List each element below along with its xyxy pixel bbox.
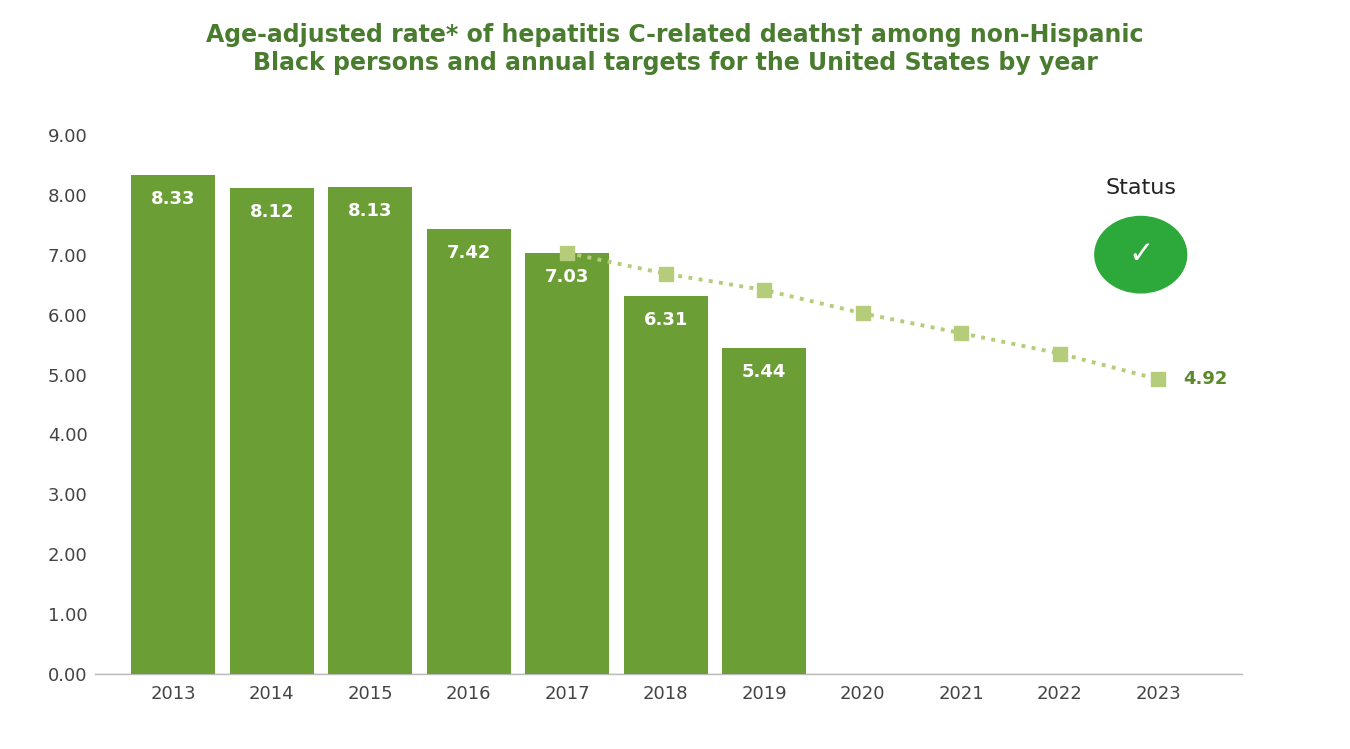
Bar xyxy=(328,187,412,674)
Text: ✓: ✓ xyxy=(1129,240,1153,269)
Text: 4.92: 4.92 xyxy=(1183,370,1227,388)
Point xyxy=(852,307,873,319)
Text: Age-adjusted rate* of hepatitis C-related deaths† among non-Hispanic
Black perso: Age-adjusted rate* of hepatitis C-relate… xyxy=(207,23,1143,75)
Text: Status: Status xyxy=(1106,178,1176,198)
Circle shape xyxy=(1095,216,1187,293)
Point xyxy=(655,268,676,280)
Text: 5.44: 5.44 xyxy=(743,363,787,381)
Bar xyxy=(722,348,806,674)
Bar xyxy=(624,296,707,674)
Text: 8.12: 8.12 xyxy=(250,202,294,220)
Point xyxy=(1049,348,1071,360)
Point xyxy=(1148,373,1169,385)
Text: 7.03: 7.03 xyxy=(545,268,590,286)
Text: 8.13: 8.13 xyxy=(348,202,393,220)
Bar xyxy=(230,187,313,674)
Bar xyxy=(525,253,609,674)
Point xyxy=(950,327,972,339)
Bar xyxy=(131,175,215,674)
Text: 6.31: 6.31 xyxy=(644,311,688,329)
Text: 8.33: 8.33 xyxy=(151,190,196,208)
Point xyxy=(556,247,578,259)
Bar xyxy=(427,229,510,674)
Text: 7.42: 7.42 xyxy=(447,244,491,262)
Point xyxy=(753,284,775,296)
